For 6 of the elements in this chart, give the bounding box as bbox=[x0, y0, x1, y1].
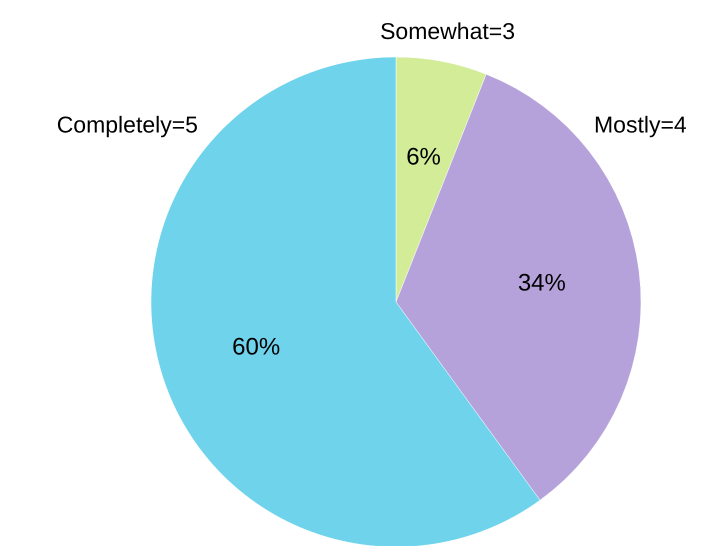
data-label: 34% bbox=[518, 270, 566, 297]
data-label: 6% bbox=[406, 144, 441, 171]
data-label: 60% bbox=[232, 333, 280, 360]
slice-label: Mostly=4 bbox=[594, 112, 687, 138]
slice-label: Somewhat=3 bbox=[380, 18, 515, 44]
slice-label: Completely=5 bbox=[56, 112, 198, 138]
